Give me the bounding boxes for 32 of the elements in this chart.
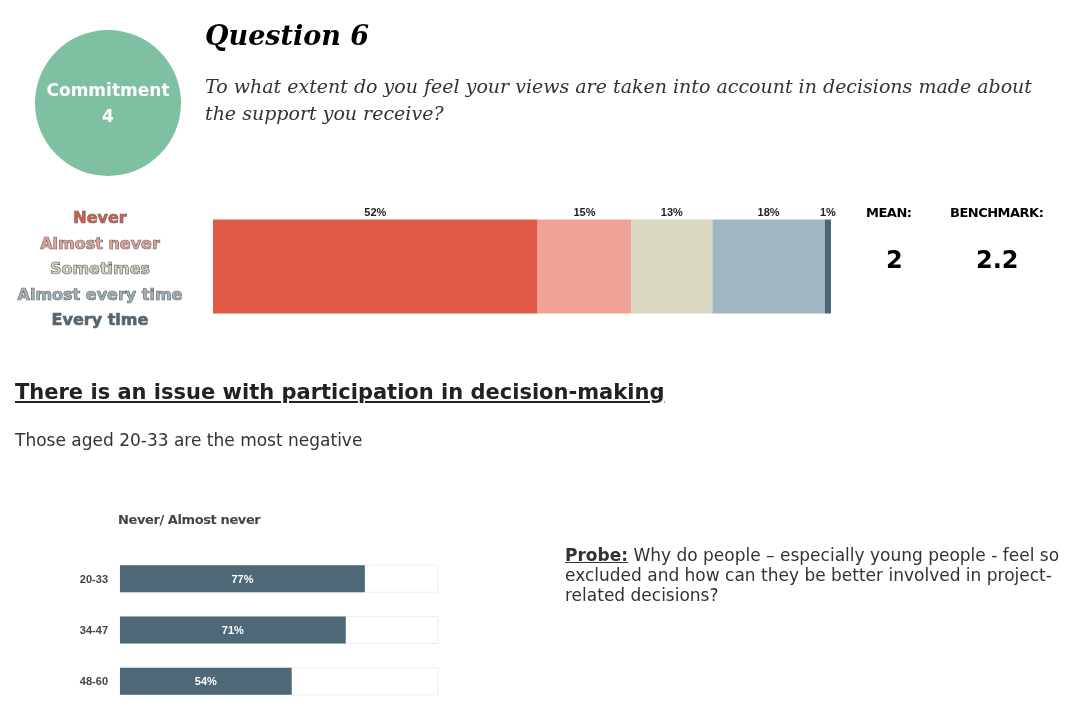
chart-title: Never/ Almost never — [118, 512, 261, 527]
data-label: 18% — [757, 206, 780, 218]
text: Those aged 20-33 are the most negative — [15, 430, 363, 450]
text: There is an issue with participation in decision-making — [15, 380, 665, 404]
data-label: 77% — [231, 572, 254, 585]
y-tick-label: 34-47 — [79, 624, 108, 636]
bar — [712, 219, 825, 314]
text: Almost never — [39, 232, 161, 255]
text: Almost every time — [16, 283, 184, 306]
data-label: 13% — [660, 206, 684, 218]
text: Probe: Why do people – especially young people - feel so excluded and how can they be better involved in project-related decisions? — [565, 545, 1061, 605]
data-label: 71% — [221, 624, 245, 636]
data-label: 54% — [194, 675, 218, 688]
text: Never — [72, 207, 128, 229]
chart-title: Question 6 — [205, 20, 370, 51]
text: Every time — [50, 309, 150, 331]
bar — [213, 219, 538, 314]
data-label: 1% — [819, 206, 837, 218]
data-label: 52% — [364, 206, 387, 218]
text: MEAN: — [866, 205, 912, 220]
y-tick-label: 20-33 — [79, 572, 108, 585]
chart-subtitle: To what extent do you feel your views are taken into account in decisions made about the support you receive? — [205, 74, 1033, 126]
y-tick-label: 48-60 — [79, 675, 108, 688]
text: 2 — [886, 246, 903, 274]
data-label: 15% — [573, 206, 596, 218]
text: Sometimes — [48, 258, 152, 280]
text: BENCHMARK: — [950, 205, 1044, 220]
bar — [631, 219, 713, 314]
bar — [824, 219, 831, 314]
bar — [537, 219, 632, 314]
circle-badge: Commitment 4 — [35, 30, 181, 176]
text: 2.2 — [976, 246, 1019, 274]
